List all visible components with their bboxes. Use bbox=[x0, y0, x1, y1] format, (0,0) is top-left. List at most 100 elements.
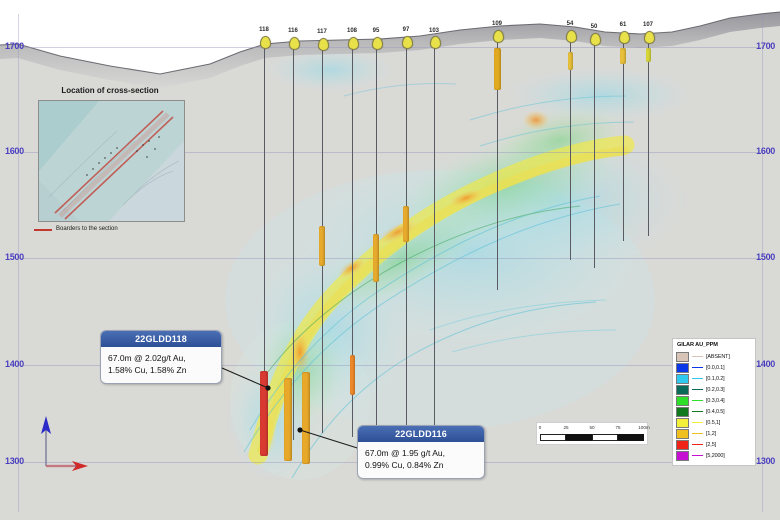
drill-hole-collar-118[interactable] bbox=[260, 36, 271, 49]
gridline-1500 bbox=[18, 258, 762, 259]
assay-intercept-118[interactable] bbox=[260, 371, 268, 456]
callout-116-line1: 67.0m @ 1.95 g/t Au, bbox=[365, 448, 445, 458]
drill-hole-trace-109[interactable] bbox=[497, 35, 498, 290]
legend-line-2 bbox=[692, 378, 703, 379]
callout-116-line2: 0.99% Cu, 0.84% Zn bbox=[365, 460, 444, 471]
legend-row-0[interactable]: [ABSENT] bbox=[676, 351, 752, 362]
callout-22GLDD116[interactable]: 22GLDD116 67.0m @ 1.95 g/t Au, 0.99% Cu,… bbox=[357, 425, 485, 479]
legend-row-5[interactable]: [0.4,0.5] bbox=[676, 406, 752, 417]
drill-hole-trace-97[interactable] bbox=[406, 41, 407, 446]
topography-line bbox=[0, 11, 780, 75]
drill-hole-label-116: 116 bbox=[288, 28, 298, 34]
elevation-label-left-1400: 1400 bbox=[5, 359, 24, 369]
assay-intercept-97[interactable] bbox=[403, 206, 409, 242]
legend-label-4: [0.3,0.4] bbox=[706, 397, 725, 404]
legend-row-7[interactable]: [1,2] bbox=[676, 428, 752, 439]
inset-location-map[interactable]: Location of cross-section bbox=[30, 86, 190, 251]
drill-hole-collar-97[interactable] bbox=[402, 36, 413, 49]
drill-hole-trace-116[interactable] bbox=[293, 42, 294, 440]
legend-label-3: [0.2,0.3] bbox=[706, 386, 725, 393]
inset-title: Location of cross-section bbox=[61, 86, 159, 95]
legend-line-5 bbox=[692, 411, 703, 412]
legend-row-9[interactable]: [5,2000] bbox=[676, 450, 752, 461]
legend-swatch-9 bbox=[676, 450, 689, 461]
axis-line-left bbox=[18, 14, 19, 512]
drill-hole-label-118: 118 bbox=[259, 27, 269, 33]
drill-hole-trace-54[interactable] bbox=[570, 35, 571, 260]
callout-22GLDD118[interactable]: 22GLDD118 67.0m @ 2.02g/t Au, 1.58% Cu, … bbox=[100, 330, 222, 384]
assay-intercept-117[interactable] bbox=[302, 372, 310, 464]
drill-hole-collar-95[interactable] bbox=[372, 37, 383, 50]
gridline-1600 bbox=[18, 152, 762, 153]
drill-hole-label-108: 108 bbox=[346, 28, 358, 34]
legend-label-9: [5,2000] bbox=[706, 452, 725, 459]
drill-hole-collar-50[interactable] bbox=[590, 33, 601, 46]
drill-hole-collar-61[interactable] bbox=[619, 31, 630, 44]
drill-hole-label-97: 97 bbox=[402, 27, 410, 33]
legend-line-0 bbox=[692, 356, 703, 357]
legend-swatch-4 bbox=[676, 395, 689, 406]
legend-label-5: [0.4,0.5] bbox=[706, 408, 725, 415]
elevation-label-left-1700: 1700 bbox=[5, 41, 24, 51]
drill-hole-collar-117[interactable] bbox=[318, 38, 329, 51]
legend-swatch-7 bbox=[676, 428, 689, 439]
drill-hole-trace-118[interactable] bbox=[264, 41, 265, 436]
elevation-label-right-1500: 1500 bbox=[756, 252, 775, 262]
legend-label-2: [0.1,0.2] bbox=[706, 375, 725, 382]
legend-row-3[interactable]: [0.2,0.3] bbox=[676, 384, 752, 395]
legend-swatch-8 bbox=[676, 439, 689, 450]
assay-intercept-109[interactable] bbox=[493, 48, 501, 90]
legend-line-3 bbox=[692, 389, 703, 390]
legend-swatch-3 bbox=[676, 384, 689, 395]
assay-intercept-116[interactable] bbox=[284, 378, 292, 461]
scale-tick-3: 75 bbox=[615, 425, 621, 430]
axis-line-right bbox=[762, 14, 763, 512]
legend-label-8: [2,5] bbox=[706, 441, 716, 448]
legend-row-4[interactable]: [0.3,0.4] bbox=[676, 395, 752, 406]
assay-intercept-108[interactable] bbox=[349, 355, 355, 395]
gridline-1700 bbox=[18, 47, 762, 48]
elevation-label-left-1500: 1500 bbox=[5, 252, 24, 262]
legend-swatch-2 bbox=[676, 373, 689, 384]
drill-hole-collar-103[interactable] bbox=[430, 36, 441, 49]
elevation-label-right-1600: 1600 bbox=[756, 146, 775, 156]
legend-row-1[interactable]: [0.0,0.1] bbox=[676, 362, 752, 373]
drill-hole-trace-108[interactable] bbox=[352, 42, 353, 437]
assay-intercept-107[interactable] bbox=[645, 48, 651, 62]
drill-hole-trace-50[interactable] bbox=[594, 38, 595, 268]
drill-hole-trace-61[interactable] bbox=[623, 36, 624, 241]
legend-swatch-0 bbox=[676, 351, 689, 362]
legend-swatch-6 bbox=[676, 417, 689, 428]
grade-legend[interactable]: GILAR AU_PPM [ABSENT] [0.0,0.1] [0.1,0.2][… bbox=[672, 338, 756, 466]
legend-line-4 bbox=[692, 400, 703, 401]
assay-intercept-54[interactable] bbox=[567, 52, 573, 70]
drill-hole-collar-54[interactable] bbox=[566, 30, 577, 43]
drill-hole-collar-107[interactable] bbox=[644, 31, 655, 44]
legend-row-6[interactable]: [0.5,1] bbox=[676, 417, 752, 428]
drill-hole-collar-108[interactable] bbox=[348, 37, 359, 50]
legend-row-8[interactable]: [2,5] bbox=[676, 439, 752, 450]
inset-map-image bbox=[38, 100, 185, 222]
drill-hole-collar-116[interactable] bbox=[289, 37, 300, 50]
callout-118-line1: 67.0m @ 2.02g/t Au, bbox=[108, 353, 186, 363]
inset-legend-swatch bbox=[34, 229, 52, 231]
drill-hole-trace-107[interactable] bbox=[648, 36, 649, 236]
legend-swatch-1 bbox=[676, 362, 689, 373]
scale-bar: 0 25 50 75 100m bbox=[536, 422, 650, 445]
drill-hole-label-109: 109 bbox=[491, 21, 503, 27]
scale-tick-4: 100m bbox=[638, 425, 650, 430]
scale-seg-2 bbox=[566, 434, 592, 441]
callout-title-118: 22GLDD118 bbox=[101, 331, 221, 347]
legend-label-6: [0.5,1] bbox=[706, 419, 721, 426]
assay-intercept-108b[interactable] bbox=[373, 234, 379, 282]
drill-hole-collar-109[interactable] bbox=[493, 30, 504, 43]
drill-hole-trace-103[interactable] bbox=[434, 41, 435, 446]
assay-intercept-117b[interactable] bbox=[319, 226, 325, 266]
elevation-label-left-1600: 1600 bbox=[5, 146, 24, 156]
legend-row-2[interactable]: [0.1,0.2] bbox=[676, 373, 752, 384]
assay-intercept-61[interactable] bbox=[620, 48, 626, 64]
scale-tick-1: 25 bbox=[563, 425, 569, 430]
drill-hole-label-50: 50 bbox=[590, 24, 598, 30]
drill-hole-label-117: 117 bbox=[317, 29, 327, 35]
